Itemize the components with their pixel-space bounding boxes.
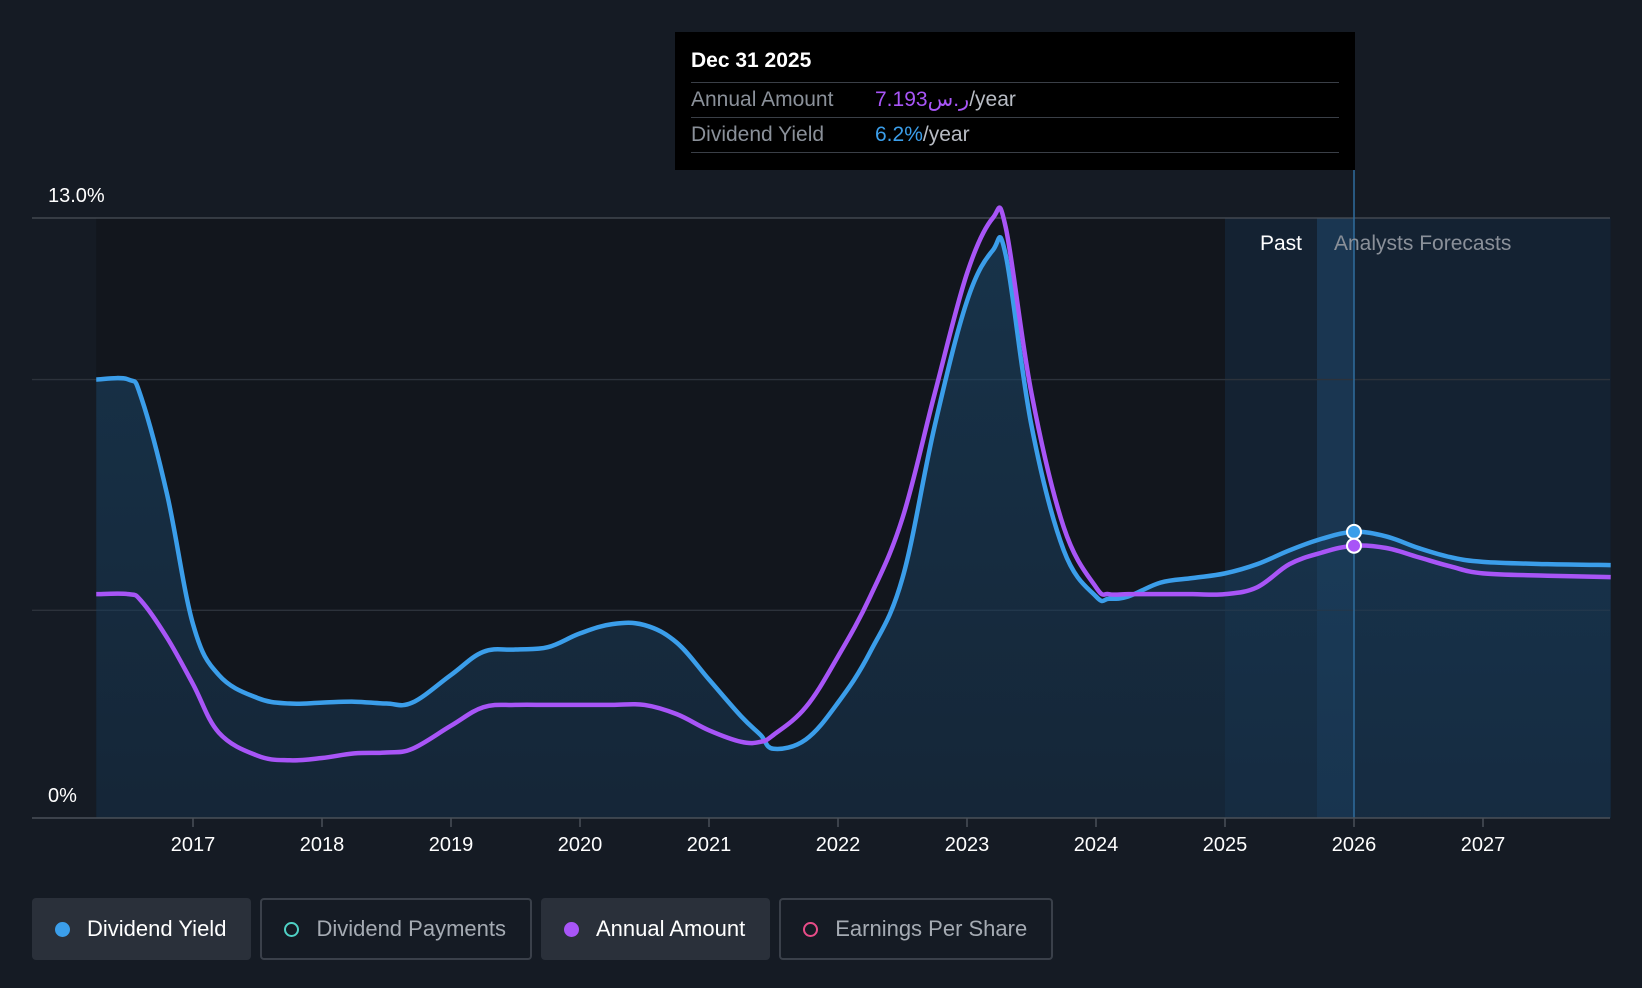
y-tick-label-top: 13.0% bbox=[48, 185, 105, 207]
legend-label: Dividend Yield bbox=[87, 916, 227, 941]
tooltip-dividend-yield-row: Dividend Yield 6.2% /year bbox=[691, 118, 1339, 153]
legend-dividend-payments[interactable]: Dividend Payments bbox=[260, 898, 532, 960]
x-tick-label: 2019 bbox=[429, 834, 474, 856]
dividend-yield-dot-icon bbox=[55, 921, 70, 937]
dividend-payments-dot-icon bbox=[284, 921, 300, 937]
tooltip-annual-amount-unit: /year bbox=[969, 88, 1016, 111]
dividend-yield-line bbox=[96, 235, 1611, 752]
x-tick-label: 2022 bbox=[816, 834, 861, 856]
past-label: Past bbox=[1260, 232, 1302, 255]
x-tick-label: 2024 bbox=[1074, 834, 1119, 856]
tooltip-dividend-yield-unit: /year bbox=[922, 123, 970, 146]
x-tick-label: 2025 bbox=[1203, 834, 1248, 856]
legend-earnings-per-share[interactable]: Earnings Per Share bbox=[779, 898, 1054, 960]
dividend-yield-marker bbox=[1346, 523, 1362, 540]
tooltip-date: Dec 31 2025 bbox=[691, 46, 1339, 83]
legend-dividend-yield[interactable]: Dividend Yield bbox=[32, 898, 252, 960]
tooltip-dividend-yield-label: Dividend Yield bbox=[691, 123, 825, 146]
annual-amount-marker bbox=[1346, 537, 1362, 554]
x-tick-label: 2026 bbox=[1332, 834, 1377, 856]
x-tick-label: 2018 bbox=[300, 834, 345, 856]
legend: Dividend Yield Dividend Payments Annual … bbox=[32, 898, 1054, 960]
tooltip-annual-amount-row: Annual Amount 7.193ر.س /year bbox=[691, 83, 1339, 118]
x-tick-label: 2027 bbox=[1461, 834, 1506, 856]
legend-label: Dividend Payments bbox=[316, 916, 506, 941]
x-tick-label: 2017 bbox=[171, 834, 216, 856]
tooltip-dividend-yield-value: 6.2% bbox=[875, 123, 923, 146]
tooltip: Dec 31 2025 Annual Amount 7.193ر.س /year… bbox=[675, 32, 1355, 170]
annual-amount-line bbox=[96, 205, 1611, 763]
x-tick-label: 2020 bbox=[558, 834, 603, 856]
dividend-yield-area bbox=[96, 237, 1611, 818]
annual-amount-dot-icon bbox=[563, 921, 579, 937]
x-tick-label: 2023 bbox=[945, 834, 990, 856]
legend-label: Annual Amount bbox=[595, 916, 746, 941]
y-tick-label-bottom: 0% bbox=[48, 785, 77, 807]
forecast-label: Analysts Forecasts bbox=[1334, 232, 1511, 255]
earnings-per-share-dot-icon bbox=[803, 921, 819, 937]
legend-label: Earnings Per Share bbox=[835, 916, 1028, 941]
tooltip-annual-amount-label: Annual Amount bbox=[691, 88, 834, 111]
legend-annual-amount[interactable]: Annual Amount bbox=[540, 898, 771, 960]
tooltip-annual-amount-value: 7.193ر.س bbox=[875, 88, 970, 111]
x-tick-label: 2021 bbox=[687, 834, 732, 856]
